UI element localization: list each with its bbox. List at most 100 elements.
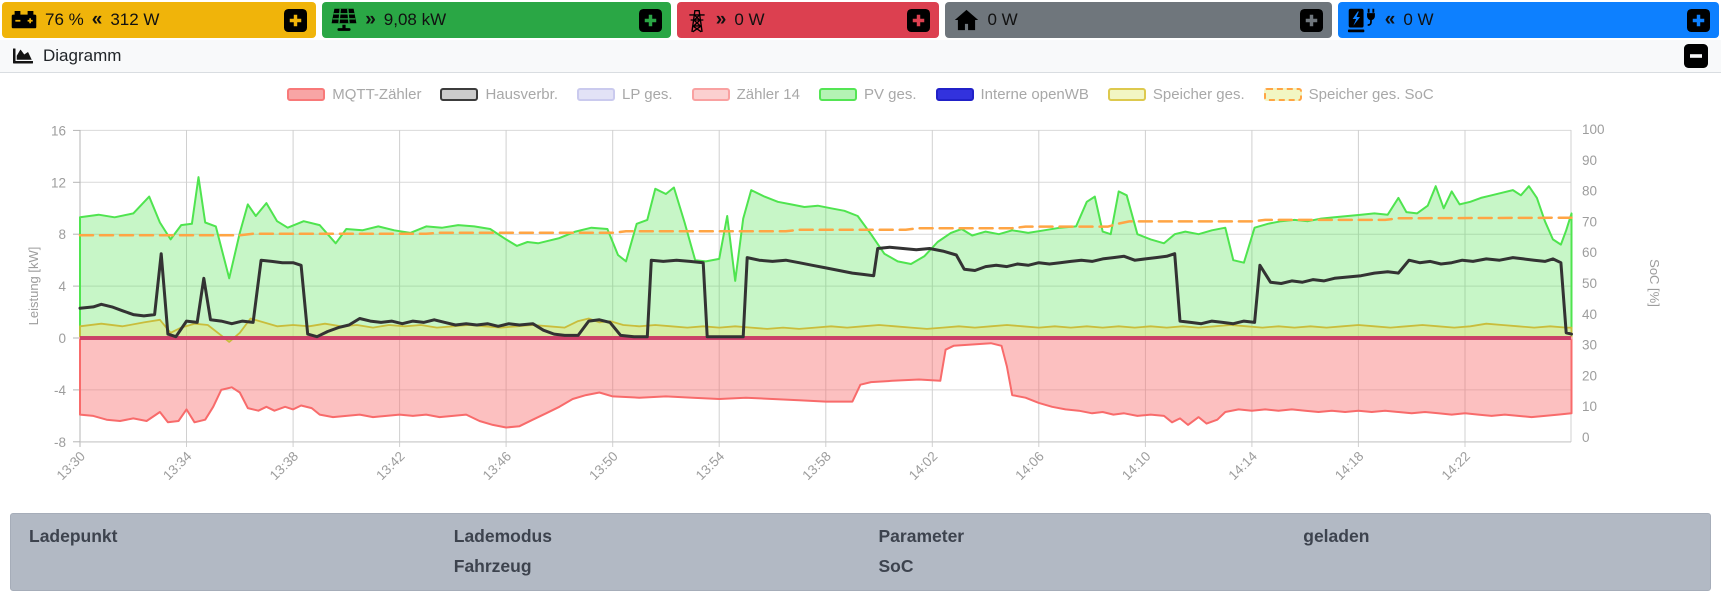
- svg-text:0: 0: [1582, 430, 1590, 445]
- legend-swatch: [935, 88, 974, 101]
- badge-chargepoint[interactable]: « 0 W: [1337, 2, 1719, 38]
- badge-battery[interactable]: 76 % « 312 W: [2, 2, 317, 38]
- chart-area-icon: [13, 48, 33, 64]
- svg-text:14:02: 14:02: [906, 449, 941, 484]
- svg-text:100: 100: [1582, 122, 1605, 137]
- svg-text:20: 20: [1582, 368, 1597, 383]
- legend-swatch: [1107, 88, 1146, 101]
- legend-label: Interne openWB: [980, 86, 1089, 103]
- solar-panel-icon: [331, 8, 357, 31]
- badge-house[interactable]: 0 W: [945, 2, 1332, 38]
- grid-power-value: 0 W: [734, 10, 765, 29]
- angle-double-left-icon: «: [1384, 8, 1396, 30]
- svg-text:12: 12: [51, 175, 66, 190]
- legend-item[interactable]: LP ges.: [577, 86, 673, 103]
- house-power-value: 0 W: [987, 10, 1018, 29]
- legend-label: MQTT-Zähler: [332, 86, 422, 103]
- svg-text:40: 40: [1582, 307, 1597, 322]
- svg-text:10: 10: [1582, 399, 1597, 414]
- empty-cell: [11, 553, 436, 583]
- svg-text:30: 30: [1582, 338, 1597, 353]
- transmission-tower-icon: [689, 10, 705, 33]
- legend-label: PV ges.: [863, 86, 917, 103]
- chargepoint-power-value: 0 W: [1403, 10, 1434, 29]
- svg-text:Leistung [kW]: Leistung [kW]: [26, 247, 41, 326]
- battery-power-value: 312 W: [110, 10, 160, 29]
- diagram-title: Diagramm: [43, 46, 122, 65]
- svg-text:13:38: 13:38: [267, 449, 302, 484]
- expand-chargepoint-button[interactable]: [1687, 8, 1710, 32]
- svg-text:13:42: 13:42: [373, 449, 408, 484]
- legend-swatch: [577, 88, 615, 101]
- status-bar: 76 % « 312 W » 9,08 kW »: [0, 0, 1721, 40]
- svg-text:SoC [%]: SoC [%]: [1647, 259, 1662, 307]
- svg-text:50: 50: [1582, 276, 1597, 291]
- svg-text:13:58: 13:58: [799, 449, 834, 484]
- badge-pv[interactable]: » 9,08 kW: [322, 2, 671, 38]
- legend-label: LP ges.: [622, 86, 673, 103]
- svg-text:90: 90: [1582, 153, 1597, 168]
- svg-text:14:10: 14:10: [1119, 449, 1154, 484]
- angle-double-right-icon: »: [365, 8, 376, 30]
- svg-text:13:54: 13:54: [693, 448, 728, 483]
- svg-text:80: 80: [1582, 184, 1597, 199]
- svg-text:14:14: 14:14: [1226, 448, 1261, 483]
- label-ladepunkt: Ladepunkt: [29, 526, 118, 546]
- label-soc: SoC: [878, 556, 914, 576]
- svg-text:0: 0: [58, 331, 66, 346]
- charging-station-icon: [1347, 8, 1375, 32]
- chargepoint-summary-table: Ladepunkt Lademodus Parameter geladen Fa…: [10, 513, 1711, 591]
- legend-label: Hausverbr.: [485, 86, 558, 103]
- svg-text:13:30: 13:30: [54, 449, 89, 484]
- home-icon: [955, 9, 979, 31]
- svg-text:-8: -8: [54, 435, 66, 450]
- legend-item[interactable]: Speicher ges.: [1107, 86, 1245, 103]
- empty-cell: [1285, 553, 1710, 583]
- svg-text:4: 4: [58, 279, 66, 294]
- svg-text:8: 8: [58, 227, 66, 242]
- svg-text:13:46: 13:46: [480, 449, 515, 484]
- angle-double-left-icon: «: [91, 8, 103, 30]
- svg-text:14:18: 14:18: [1332, 449, 1367, 484]
- label-lademodus: Lademodus: [453, 526, 552, 546]
- expand-battery-button[interactable]: [284, 8, 308, 32]
- legend-item[interactable]: MQTT-Zähler: [287, 86, 421, 103]
- legend-item[interactable]: Hausverbr.: [440, 86, 558, 103]
- expand-house-button[interactable]: [1299, 8, 1323, 32]
- legend-item[interactable]: Interne openWB: [935, 86, 1089, 103]
- angle-double-right-icon: »: [715, 8, 727, 30]
- legend-swatch: [440, 88, 479, 101]
- summary-row-1: Ladepunkt Lademodus Parameter geladen: [11, 523, 1710, 553]
- battery-soc-value: 76 %: [45, 10, 84, 29]
- svg-text:13:50: 13:50: [586, 449, 621, 484]
- svg-text:14:06: 14:06: [1012, 449, 1047, 484]
- svg-text:-4: -4: [54, 383, 66, 398]
- legend-swatch: [691, 88, 730, 101]
- svg-text:70: 70: [1582, 214, 1597, 229]
- legend-swatch: [818, 88, 857, 101]
- label-fahrzeug: Fahrzeug: [453, 556, 532, 576]
- svg-text:16: 16: [51, 123, 66, 138]
- collapse-diagram-button[interactable]: [1684, 44, 1708, 68]
- legend-swatch: [1263, 88, 1302, 101]
- label-geladen: geladen: [1303, 526, 1370, 546]
- expand-pv-button[interactable]: [638, 8, 662, 32]
- svg-text:13:34: 13:34: [160, 448, 195, 483]
- chart-legend: MQTT-Zähler Hausverbr. LP ges. Zähler 14 PV …: [0, 86, 1721, 103]
- badge-evu[interactable]: » 0 W: [676, 2, 940, 38]
- pv-power-value: 9,08 kW: [383, 10, 447, 29]
- svg-text:60: 60: [1582, 245, 1597, 260]
- legend-item[interactable]: PV ges.: [818, 86, 917, 103]
- diagram-card: MQTT-Zähler Hausverbr. LP ges. Zähler 14 PV …: [0, 73, 1721, 501]
- svg-text:14:22: 14:22: [1439, 449, 1474, 484]
- legend-label: Zähler 14: [736, 86, 800, 103]
- legend-swatch: [287, 88, 326, 101]
- legend-item[interactable]: Zähler 14: [691, 86, 800, 103]
- legend-label: Speicher ges. SoC: [1308, 86, 1434, 103]
- legend-label: Speicher ges.: [1152, 86, 1245, 103]
- summary-row-2: Fahrzeug SoC: [11, 553, 1710, 583]
- expand-evu-button[interactable]: [907, 8, 931, 32]
- diagram-header[interactable]: Diagramm: [0, 40, 1721, 73]
- legend-item[interactable]: Speicher ges. SoC: [1263, 86, 1434, 103]
